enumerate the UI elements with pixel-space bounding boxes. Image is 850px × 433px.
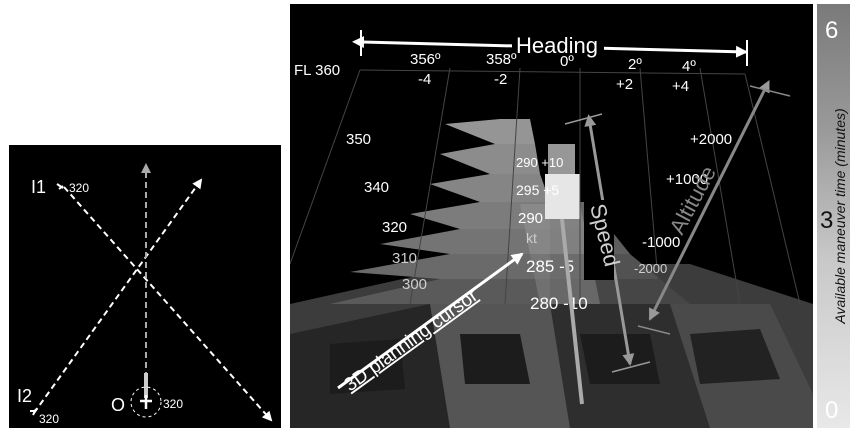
altitude-value: -1000	[642, 234, 680, 251]
flight-level: 340	[364, 179, 389, 196]
i2-label: I2	[17, 386, 32, 406]
heading-tick-offset: -2	[494, 71, 507, 88]
speed-value: 285 -5	[526, 257, 574, 276]
i1-trajectory	[63, 186, 273, 422]
time-axis-label: Available maneuver time (minutes)	[832, 108, 848, 324]
plan-view-graphics: I1 320 I2 320 O 320	[17, 163, 273, 426]
ownship-circle	[130, 386, 162, 418]
ownship-trajectory-3d	[560, 218, 584, 405]
i1-level: 320	[69, 181, 89, 195]
altitude-arrow	[648, 80, 770, 321]
ownship-icon	[140, 395, 152, 409]
heading-tick-deg: 2º	[628, 56, 642, 73]
heading-tick-deg: 4º	[682, 58, 696, 75]
speed-values: 290 +10 295 +5 290 kt 285 -5 280 -10	[516, 155, 588, 313]
perspective-graphics: Heading FL 360 356º -4 358º -2 0º 2º +2 …	[290, 30, 813, 428]
flight-level-label: FL 360	[294, 62, 340, 79]
cursor-arrow	[337, 252, 524, 390]
altitude-value: -2000	[634, 261, 667, 276]
heading-tick-offset: -4	[418, 71, 431, 88]
plan-view: I1 320 I2 320 O 320	[9, 145, 281, 428]
flight-level: 350	[346, 131, 371, 148]
speed-value: 295 +5	[516, 182, 559, 198]
speed-value: 280 -10	[530, 294, 588, 313]
altitude-value: +2000	[690, 131, 732, 148]
flight-level-labels: 350 340 320 310 300	[346, 131, 427, 293]
i2-trajectory	[33, 178, 203, 414]
i2-level: 320	[39, 412, 59, 426]
time-label-top: 6	[825, 17, 838, 44]
heading-tick-offset: +2	[616, 76, 633, 93]
maneuver-time-bar: 6 3 0 Available maneuver time (minutes)	[817, 4, 850, 428]
heading-tick-deg: 358º	[486, 51, 517, 68]
ownship-label: O	[111, 395, 125, 415]
ownship-level: 320	[163, 397, 183, 411]
i1-aircraft-icon	[56, 183, 64, 190]
perspective-view: Heading FL 360 356º -4 358º -2 0º 2º +2 …	[290, 4, 813, 428]
heading-tick-deg: 0º	[560, 53, 574, 70]
flight-level: 320	[382, 219, 407, 236]
i1-label: I1	[31, 177, 46, 197]
heading-label: Heading	[516, 33, 598, 58]
speed-value: 290 +10	[516, 155, 563, 170]
heading-tick-deg: 356º	[410, 51, 441, 68]
speed-unit: kt	[526, 230, 537, 246]
heading-tick-offset: +4	[672, 78, 689, 95]
time-label-mid: 3	[820, 207, 833, 234]
i2-aircraft-icon	[30, 408, 37, 416]
flight-level: 310	[392, 250, 417, 267]
speed-value: 290	[518, 210, 543, 227]
time-bar-graphics: 6 3 0 Available maneuver time (minutes)	[820, 17, 848, 424]
flight-level: 300	[402, 276, 427, 293]
time-label-bottom: 0	[825, 397, 838, 424]
